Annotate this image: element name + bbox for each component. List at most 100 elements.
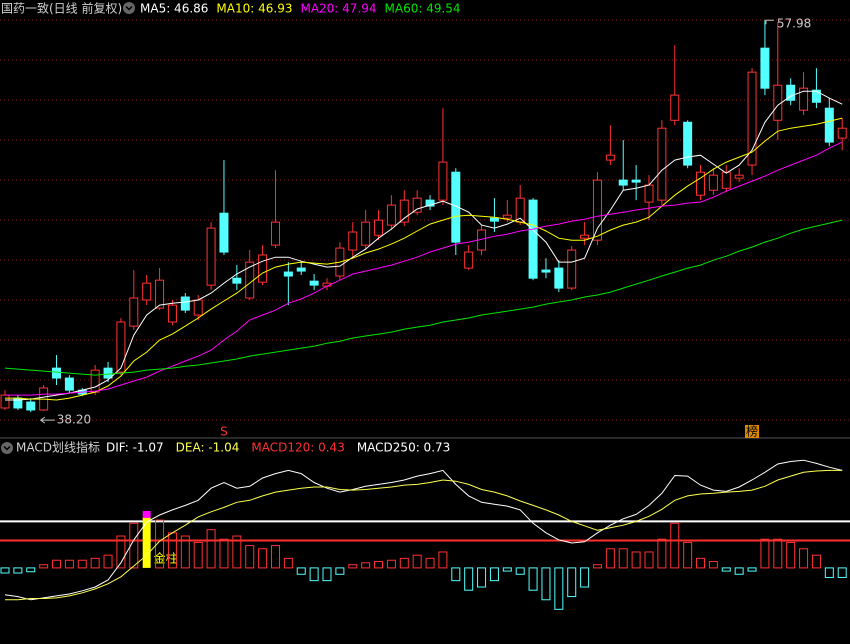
macd-bar xyxy=(824,567,834,578)
macd-bar xyxy=(77,559,87,569)
macd-bar xyxy=(760,538,770,569)
candle-body xyxy=(528,199,538,279)
macd-bar xyxy=(374,561,384,569)
macd-bar xyxy=(528,567,538,591)
macd-bar xyxy=(0,567,10,574)
candle-body xyxy=(348,231,358,251)
candle-body xyxy=(760,47,770,89)
macd-bar xyxy=(129,522,139,569)
legend-label: DIF: -1.07 xyxy=(106,441,164,455)
ma-line xyxy=(5,141,843,396)
candle-body xyxy=(103,367,113,379)
macd-bar xyxy=(399,557,409,569)
legend-label: MA60: 49.54 xyxy=(385,2,461,16)
macd-bar xyxy=(296,567,306,575)
candle-body xyxy=(52,367,62,379)
macd-header-icon xyxy=(1,442,13,454)
macd-bar xyxy=(773,538,783,569)
candle-body xyxy=(258,254,268,283)
macd-bar xyxy=(489,567,499,582)
macd-bar xyxy=(605,548,615,569)
candle-body xyxy=(270,221,280,246)
macd-bar xyxy=(232,535,242,569)
candle-body xyxy=(386,204,396,226)
legend-label: MACD250: 0.73 xyxy=(357,441,450,455)
macd-bar xyxy=(799,548,809,569)
candle-body xyxy=(296,267,306,272)
header-icon xyxy=(123,2,135,14)
macd-bar xyxy=(683,541,693,569)
candle-body xyxy=(464,251,474,269)
macd-bar xyxy=(322,567,332,582)
candle-body xyxy=(193,299,203,316)
candle-body xyxy=(425,199,435,207)
candle-body xyxy=(438,161,448,201)
macd-bar xyxy=(515,567,525,575)
candle-body xyxy=(708,174,718,191)
high-pointer xyxy=(765,19,774,25)
legend-label: MA5: 46.86 xyxy=(140,2,208,16)
legend-label: DEA: -1.04 xyxy=(176,441,240,455)
marker: S xyxy=(220,425,228,439)
candle-body xyxy=(786,84,796,101)
macd-bar xyxy=(270,545,280,569)
highlight-label: 金柱 xyxy=(154,550,178,565)
candle-body xyxy=(799,87,809,111)
macd-bar xyxy=(52,559,62,569)
candle-body xyxy=(374,219,384,236)
macd-bar xyxy=(811,554,821,569)
candle-body xyxy=(90,369,100,393)
legend-label: MA20: 47.94 xyxy=(300,2,376,16)
macd-line xyxy=(5,469,843,601)
ma-line xyxy=(4,219,843,376)
macd-bar xyxy=(155,519,165,569)
macd-bar xyxy=(283,557,293,569)
candle-body xyxy=(657,127,667,201)
candle-body xyxy=(721,171,731,189)
candle-body xyxy=(142,282,152,301)
macd-bar xyxy=(64,559,74,569)
macd-bar xyxy=(567,567,577,598)
macd-bar xyxy=(412,554,422,569)
high-label: 57.98 xyxy=(777,17,811,31)
candle-body xyxy=(412,197,422,213)
macd-bar xyxy=(502,567,512,572)
highlight-cap xyxy=(142,510,151,518)
candle-body xyxy=(811,89,821,103)
candle-body xyxy=(129,297,139,327)
macd-bar xyxy=(670,522,680,569)
candle-body xyxy=(167,304,177,323)
macd-bar xyxy=(464,567,474,591)
candle-body xyxy=(489,217,499,222)
macd-bar xyxy=(206,529,216,569)
macd-bar xyxy=(451,567,461,582)
candle-body xyxy=(644,184,654,203)
candle-body xyxy=(580,234,590,239)
marker-box xyxy=(745,425,760,438)
candle-body xyxy=(219,212,229,253)
candle-body xyxy=(605,154,615,161)
candle-body xyxy=(837,127,847,139)
candle-body xyxy=(683,121,693,166)
macd-header-icon-chevron xyxy=(3,445,11,451)
candle-body xyxy=(309,280,319,286)
macd-bar xyxy=(580,567,590,588)
macd-title: MACD划线指标 xyxy=(16,440,100,455)
legend-label: MACD120: 0.43 xyxy=(251,441,344,455)
ma-line xyxy=(5,90,843,401)
candle-body xyxy=(670,94,680,121)
candle-body xyxy=(747,71,757,166)
macd-bar xyxy=(26,567,36,573)
candle-body xyxy=(592,179,602,241)
macd-bar xyxy=(39,564,49,569)
candle-body xyxy=(0,394,10,409)
candle-body xyxy=(554,267,564,289)
low-label: 38.20 xyxy=(57,413,91,427)
candle-body xyxy=(155,279,165,309)
macd-bar xyxy=(309,567,319,582)
legend-label: MA10: 46.93 xyxy=(216,2,292,16)
macd-bar xyxy=(657,538,667,569)
chart-title: 国药一致(日线 前复权) xyxy=(1,1,122,16)
candle-body xyxy=(116,321,126,373)
